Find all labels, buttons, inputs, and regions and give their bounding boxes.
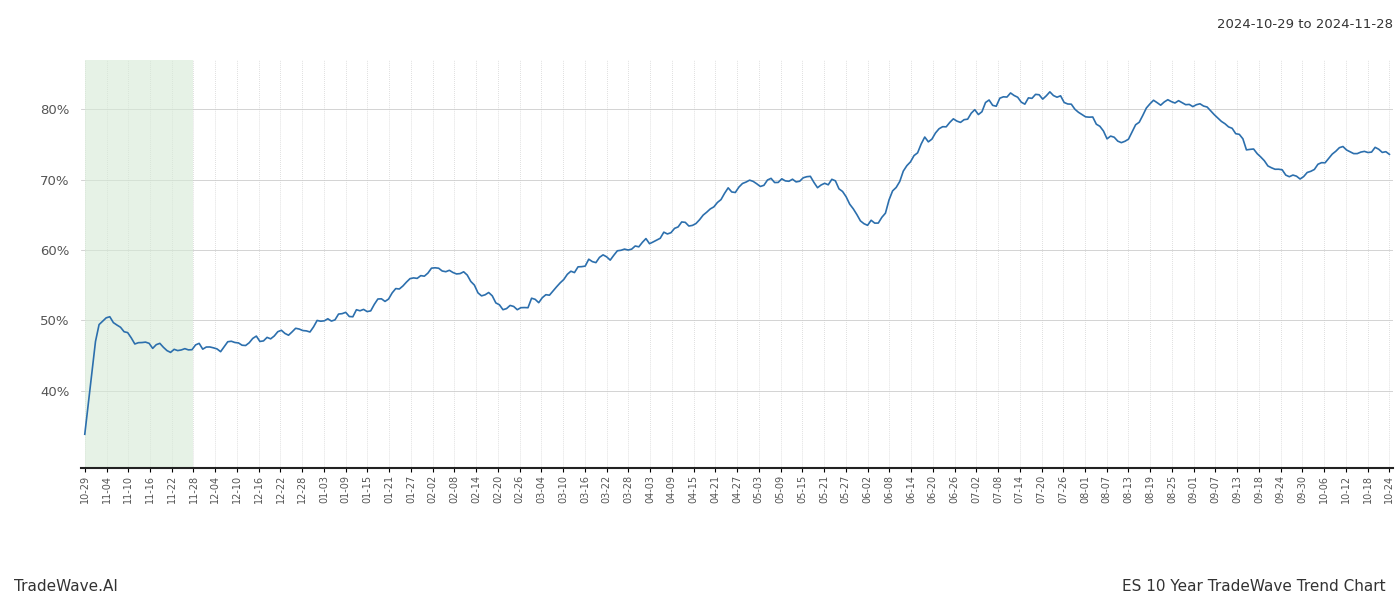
Text: 2024-10-29 to 2024-11-28: 2024-10-29 to 2024-11-28: [1217, 18, 1393, 31]
Text: ES 10 Year TradeWave Trend Chart: ES 10 Year TradeWave Trend Chart: [1123, 579, 1386, 594]
Text: TradeWave.AI: TradeWave.AI: [14, 579, 118, 594]
Bar: [85, 60, 193, 468]
